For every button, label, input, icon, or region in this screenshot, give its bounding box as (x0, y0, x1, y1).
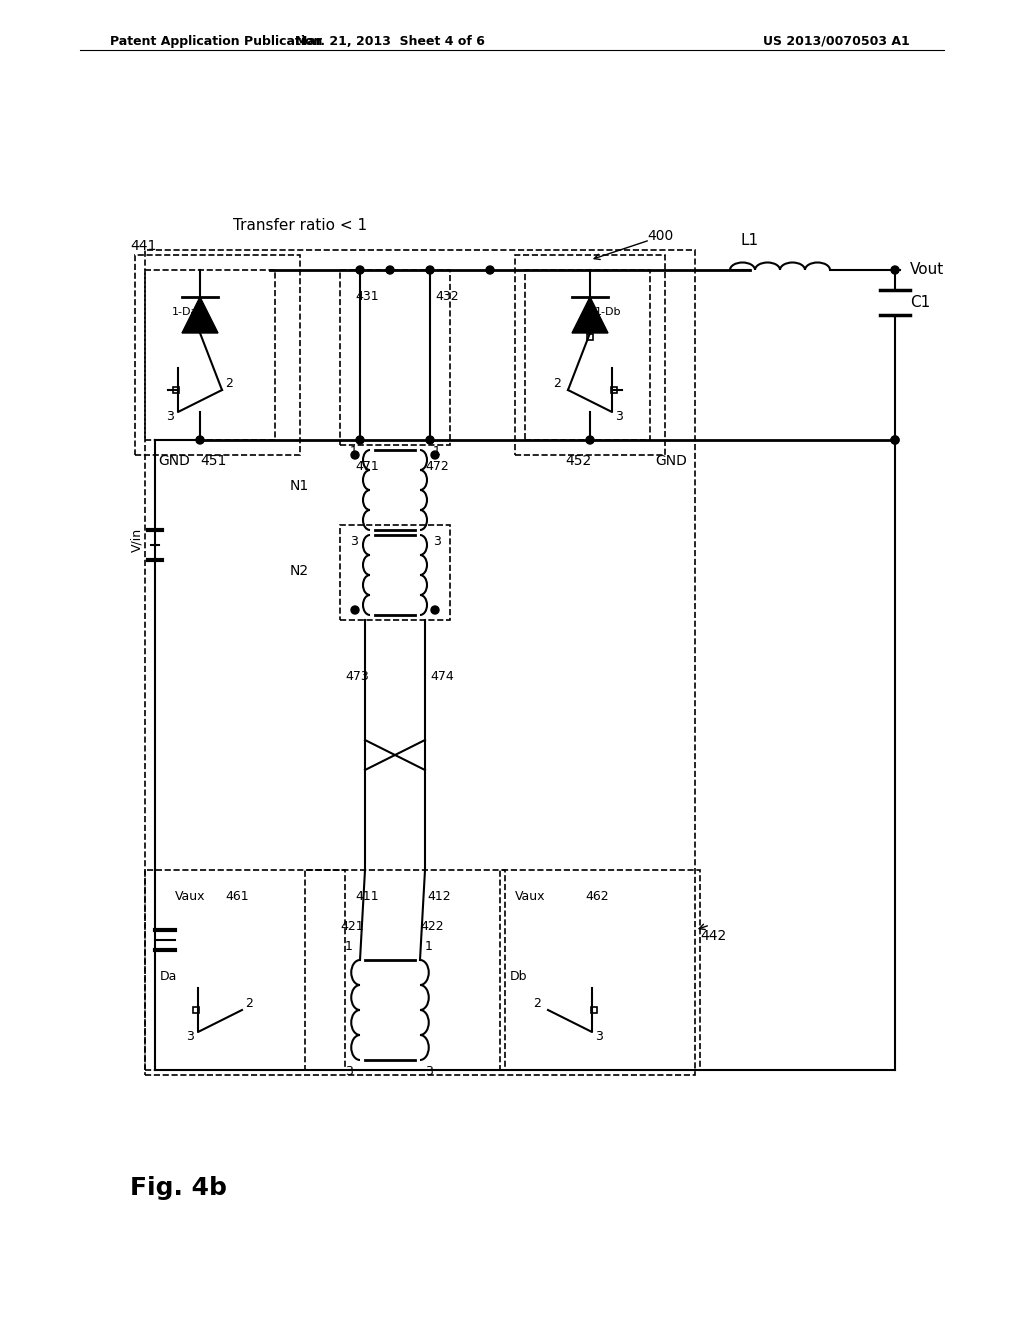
Text: 3: 3 (595, 1030, 603, 1043)
Circle shape (431, 606, 439, 614)
Bar (145, 271, 275, 440)
Polygon shape (572, 297, 608, 333)
Circle shape (891, 436, 899, 444)
Circle shape (351, 451, 359, 459)
Text: 2: 2 (225, 378, 232, 389)
Text: N2: N2 (290, 564, 309, 578)
Text: 472: 472 (425, 459, 449, 473)
Text: 3: 3 (425, 1065, 433, 1078)
Circle shape (426, 436, 434, 444)
Text: 3: 3 (166, 411, 174, 422)
Text: N1: N1 (290, 479, 309, 492)
Text: V/in: V/in (130, 528, 143, 552)
Bar (611, 387, 617, 393)
Circle shape (586, 436, 594, 444)
Text: Fig. 4b: Fig. 4b (130, 1176, 227, 1200)
Bar (173, 387, 179, 393)
Polygon shape (182, 297, 218, 333)
Bar (340, 525, 450, 620)
Text: US 2013/0070503 A1: US 2013/0070503 A1 (763, 36, 910, 48)
Text: 422: 422 (420, 920, 443, 933)
Text: 1: 1 (425, 940, 433, 953)
Circle shape (356, 436, 364, 444)
Text: 3: 3 (350, 535, 357, 548)
Text: 461: 461 (225, 890, 249, 903)
Text: 462: 462 (585, 890, 608, 903)
Text: 2: 2 (553, 378, 561, 389)
Text: 1-Db: 1-Db (595, 308, 622, 317)
Bar (591, 1007, 597, 1012)
Text: 432: 432 (435, 290, 459, 304)
Text: 411: 411 (355, 890, 379, 903)
Text: 412: 412 (427, 890, 451, 903)
Text: 3: 3 (186, 1030, 194, 1043)
Circle shape (486, 267, 494, 275)
Bar (145, 870, 345, 1071)
Text: 3: 3 (615, 411, 623, 422)
Text: 3: 3 (433, 535, 441, 548)
Circle shape (426, 267, 434, 275)
Bar (340, 271, 450, 445)
Text: Db: Db (510, 970, 527, 983)
Text: 452: 452 (565, 454, 591, 469)
Text: 1: 1 (433, 445, 441, 458)
Bar (500, 870, 700, 1071)
Bar (587, 334, 593, 341)
Circle shape (196, 436, 204, 444)
Circle shape (356, 267, 364, 275)
Text: Mar. 21, 2013  Sheet 4 of 6: Mar. 21, 2013 Sheet 4 of 6 (295, 36, 485, 48)
Text: 451: 451 (200, 454, 226, 469)
Text: Patent Application Publication: Patent Application Publication (110, 36, 323, 48)
Text: GND: GND (158, 454, 189, 469)
Bar (193, 1007, 199, 1012)
Text: 1: 1 (350, 445, 357, 458)
Text: 471: 471 (355, 459, 379, 473)
Text: 473: 473 (345, 671, 369, 682)
Text: 400: 400 (647, 228, 673, 243)
Bar (145, 249, 695, 1074)
Text: 2: 2 (534, 997, 541, 1010)
Text: 3: 3 (345, 1065, 353, 1078)
Text: 431: 431 (355, 290, 379, 304)
Text: 441: 441 (130, 239, 157, 253)
Text: Vout: Vout (910, 263, 944, 277)
Text: Da: Da (160, 970, 177, 983)
Circle shape (891, 436, 899, 444)
Text: Vaux: Vaux (175, 890, 206, 903)
Circle shape (431, 451, 439, 459)
Bar (525, 271, 650, 440)
Circle shape (386, 267, 394, 275)
Text: 1-Da: 1-Da (172, 308, 199, 317)
Bar (135, 255, 300, 455)
Text: Vaux: Vaux (515, 890, 546, 903)
Circle shape (891, 267, 899, 275)
Text: 442: 442 (700, 929, 726, 942)
Text: 1: 1 (345, 940, 353, 953)
Text: 474: 474 (430, 671, 454, 682)
Text: L1: L1 (741, 234, 759, 248)
Text: 2: 2 (245, 997, 253, 1010)
Bar (305, 870, 505, 1071)
Text: Transfer ratio < 1: Transfer ratio < 1 (232, 218, 367, 234)
Circle shape (351, 606, 359, 614)
Text: GND: GND (655, 454, 687, 469)
Text: 421: 421 (340, 920, 364, 933)
Bar (515, 255, 665, 455)
Text: C1: C1 (910, 294, 930, 310)
